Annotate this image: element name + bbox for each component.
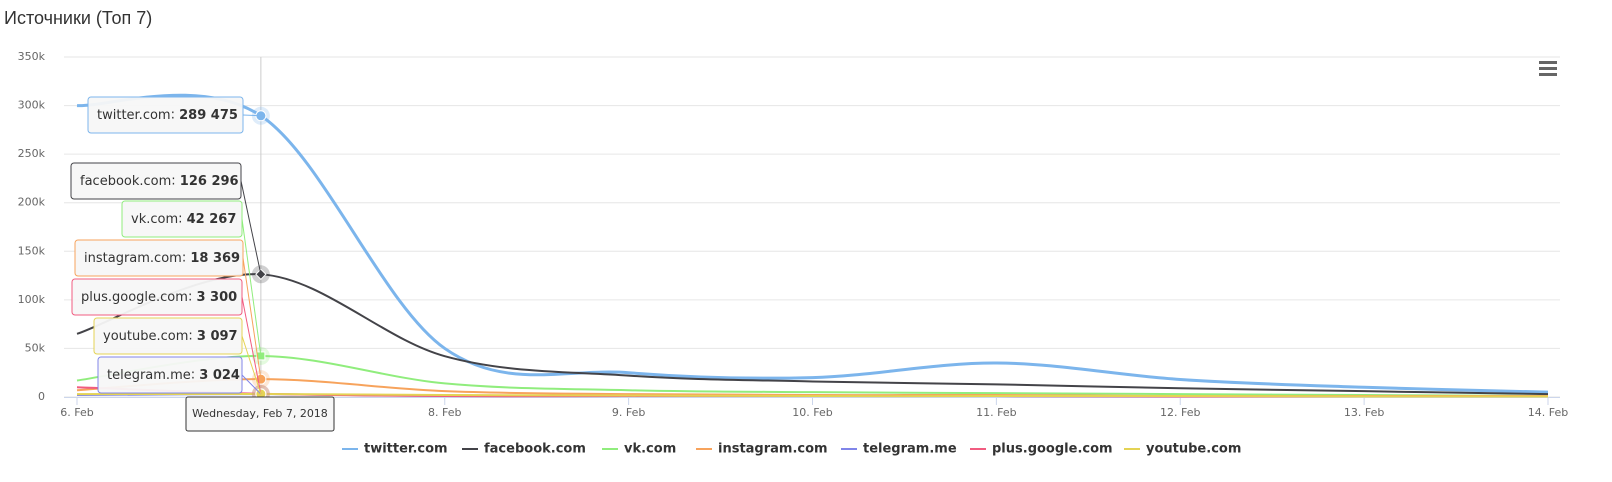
tooltip-text: facebook.com: 126 296 [80, 174, 239, 189]
x-tick-label: 6. Feb [60, 406, 93, 419]
tooltip-connector [241, 296, 262, 394]
y-tick-label: 250k [18, 147, 46, 160]
y-tick-label: 50k [25, 341, 46, 354]
tooltip-text: plus.google.com: 3 300 [81, 290, 237, 305]
tooltip-value: 18 369 [190, 251, 240, 266]
tooltip-text: instagram.com: 18 369 [84, 251, 240, 266]
tooltip-text: twitter.com: 289 475 [97, 108, 238, 123]
tooltip-box [97, 356, 243, 394]
tooltip-value: 3 097 [197, 329, 238, 344]
tooltip-value: 289 475 [179, 108, 238, 123]
y-tick-label: 200k [18, 196, 46, 209]
x-tick-label: 12. Feb [1160, 406, 1200, 419]
chart-title: Источники (Топ 7) [4, 8, 152, 28]
tooltip-value: 126 296 [180, 174, 239, 189]
tooltip-text: telegram.me: 3 024 [107, 368, 240, 383]
x-tick-label: 11. Feb [976, 406, 1016, 419]
tooltip-box [74, 239, 244, 277]
menu-button[interactable] [1539, 61, 1557, 76]
date-label: Wednesday, Feb 7, 2018 [192, 407, 328, 420]
date-label-box [185, 396, 335, 432]
tooltip-connector [240, 180, 262, 275]
tooltip-text: youtube.com: 3 097 [103, 329, 238, 344]
series-line [76, 273, 1549, 396]
legend-label: vk.com [624, 442, 676, 457]
tooltip-series: twitter.com [97, 108, 171, 123]
tooltip-connector [241, 374, 262, 395]
y-tick-label: 0 [38, 390, 45, 403]
legend-item[interactable]: vk.com [602, 442, 676, 457]
tooltip-connector [242, 114, 261, 117]
y-tick-label: 300k [18, 99, 46, 112]
x-tick-label: 10. Feb [792, 406, 832, 419]
y-tick-label: 100k [18, 293, 46, 306]
x-tick-label: 9. Feb [612, 406, 645, 419]
legend-item[interactable]: telegram.me [841, 442, 957, 457]
series-line [76, 392, 1549, 398]
legend-item[interactable]: twitter.com [342, 442, 448, 457]
tooltip-value: 3 024 [199, 368, 240, 383]
tooltip-text: vk.com: 42 267 [131, 212, 236, 227]
tooltip-box [70, 162, 242, 200]
tooltip-series: facebook.com [80, 174, 171, 189]
tooltip-box [71, 278, 243, 316]
tooltip-series: telegram.me [107, 368, 191, 383]
menu-bar [1539, 67, 1557, 70]
menu-bar [1539, 73, 1557, 76]
legend-item[interactable]: instagram.com [696, 442, 828, 457]
tooltip-box [121, 200, 243, 238]
legend-label: instagram.com [718, 442, 828, 457]
y-tick-label: 150k [18, 244, 46, 257]
tooltip-value: 3 300 [196, 290, 237, 305]
x-tick-label: 13. Feb [1344, 406, 1384, 419]
tooltip-connector [241, 335, 262, 395]
tooltip-series: youtube.com [103, 329, 188, 344]
legend-label: plus.google.com [992, 442, 1113, 457]
tooltip-value: 42 267 [187, 212, 237, 227]
x-tick-label: 8. Feb [428, 406, 461, 419]
tooltip-series: instagram.com [84, 251, 182, 266]
tooltip-series: plus.google.com [81, 290, 188, 305]
legend-item[interactable]: facebook.com [462, 442, 586, 457]
legend-label: facebook.com [484, 442, 586, 457]
menu-bar [1539, 61, 1557, 64]
legend-label: telegram.me [863, 442, 957, 457]
legend-item[interactable]: youtube.com [1124, 442, 1241, 457]
legend-item[interactable]: plus.google.com [970, 442, 1113, 457]
y-tick-label: 350k [18, 50, 46, 63]
tooltip-connector [242, 257, 262, 380]
tooltip-connector [241, 218, 262, 357]
legend-label: youtube.com [1146, 442, 1241, 457]
tooltip-box [87, 96, 244, 134]
tooltip-box [93, 317, 243, 355]
tooltip-series: vk.com [131, 212, 178, 227]
series-line [76, 354, 1549, 398]
series-line [76, 93, 1549, 394]
x-tick-label: 14. Feb [1528, 406, 1568, 419]
legend-label: twitter.com [364, 442, 448, 457]
